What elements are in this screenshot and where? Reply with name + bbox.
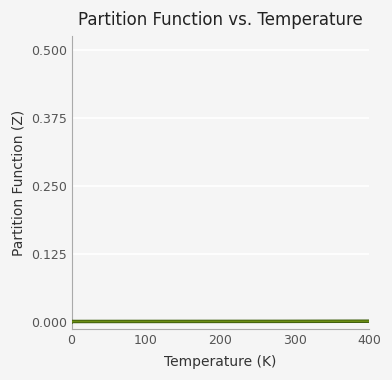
X-axis label: Temperature (K): Temperature (K)	[164, 355, 276, 369]
Y-axis label: Partition Function (Z): Partition Function (Z)	[11, 109, 25, 256]
Title: Partition Function vs. Temperature: Partition Function vs. Temperature	[78, 11, 363, 29]
